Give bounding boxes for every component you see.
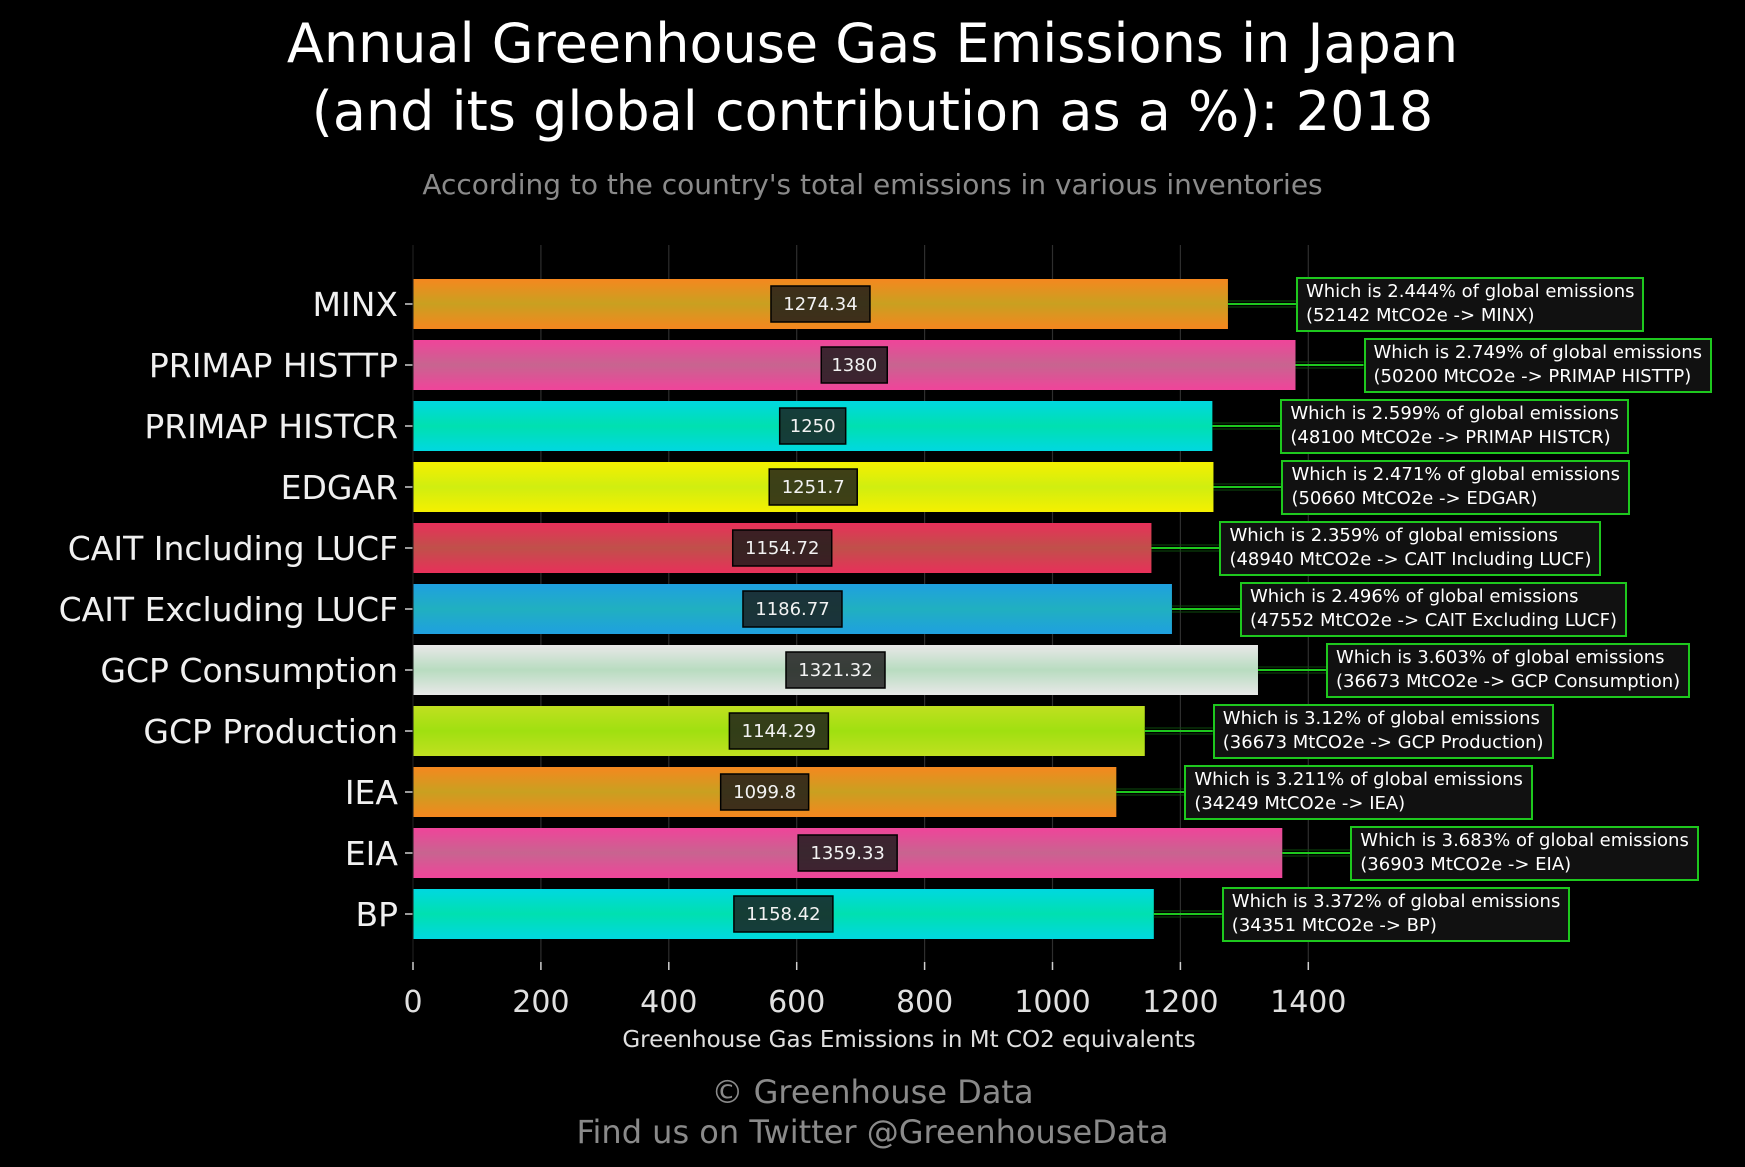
annotation-box: Which is 3.12% of global emissions (36673… xyxy=(1212,704,1554,759)
value-label-box xyxy=(733,895,834,933)
category-label: PRIMAP HISTCR xyxy=(144,407,398,446)
annotation-total: (50660 MtCO2e -> EDGAR) xyxy=(1291,488,1538,509)
annotation-box: Which is 2.496% of global emissions (4755… xyxy=(1239,582,1627,637)
x-axis-label: Greenhouse Gas Emissions in Mt CO2 equiv… xyxy=(622,1027,1195,1053)
category-label: CAIT Including LUCF xyxy=(68,529,398,568)
chart-subtitle: According to the country's total emissio… xyxy=(422,168,1323,201)
value-label-box xyxy=(778,407,847,445)
annotation-total: (36673 MtCO2e -> GCP Production) xyxy=(1222,732,1544,753)
annotation-total: (52142 MtCO2e -> MINX) xyxy=(1305,305,1535,326)
x-tick-label: 1200 xyxy=(1142,985,1218,1020)
value-label-box xyxy=(785,651,886,689)
annotation-percent: Which is 2.749% of global emissions xyxy=(1373,342,1703,363)
value-label-box xyxy=(797,834,898,872)
value-label: 1154.72 xyxy=(745,538,819,559)
value-label-box xyxy=(742,590,843,628)
annotation-percent: Which is 3.372% of global emissions xyxy=(1231,891,1561,912)
x-tick-label: 800 xyxy=(896,985,953,1020)
value-label: 1099.8 xyxy=(733,782,796,803)
annotation-percent: Which is 2.496% of global emissions xyxy=(1249,586,1579,607)
value-label-box xyxy=(768,468,858,506)
annotation-box: Which is 2.749% of global emissions (5020… xyxy=(1363,338,1713,393)
x-tick-label: 1400 xyxy=(1270,985,1346,1020)
x-tick-label: 400 xyxy=(640,985,697,1020)
title-line-1: Annual Greenhouse Gas Emissions in Japan xyxy=(286,12,1459,75)
x-tick-label: 600 xyxy=(768,985,825,1020)
x-tick-label: 0 xyxy=(403,985,422,1020)
annotation-percent: Which is 2.444% of global emissions xyxy=(1305,281,1635,302)
value-label-box xyxy=(820,346,889,384)
value-label: 1274.34 xyxy=(783,294,857,315)
annotation-box: Which is 3.603% of global emissions (3667… xyxy=(1325,643,1691,698)
annotation-box: Which is 3.372% of global emissions (3435… xyxy=(1221,887,1571,942)
x-tick-label: 200 xyxy=(512,985,569,1020)
value-label: 1251.7 xyxy=(782,477,845,498)
credit-line-1: © Greenhouse Data xyxy=(711,1073,1034,1111)
annotation-box: Which is 2.359% of global emissions (4894… xyxy=(1219,521,1602,576)
category-label: EDGAR xyxy=(281,468,398,507)
annotation-percent: Which is 2.471% of global emissions xyxy=(1291,464,1620,485)
category-label: IEA xyxy=(345,773,399,812)
annotation-total: (50200 MtCO2e -> PRIMAP HISTTP) xyxy=(1373,366,1692,387)
bars: 1274.34 1380 1250 1251.7 1154.72 1186.77 1321.… xyxy=(413,279,1364,939)
value-label-box xyxy=(731,529,833,567)
x-axis: 0 200 400 600 800 1000 1200 1400 xyxy=(403,962,1346,1020)
value-label: 1186.77 xyxy=(755,599,829,620)
value-label-box xyxy=(719,773,810,811)
value-label: 1250 xyxy=(790,416,836,437)
annotation-percent: Which is 3.211% of global emissions xyxy=(1194,769,1523,790)
x-tick-label: 1000 xyxy=(1014,985,1090,1020)
credit-line-2: Find us on Twitter @GreenhouseData xyxy=(576,1113,1169,1151)
value-label-box xyxy=(770,285,871,323)
annotation-box: Which is 3.211% of global emissions (3424… xyxy=(1184,765,1533,820)
annotation-total: (47552 MtCO2e -> CAIT Excluding LUCF) xyxy=(1249,610,1617,631)
value-label: 1321.32 xyxy=(798,660,872,681)
annotation-percent: Which is 3.683% of global emissions xyxy=(1360,830,1689,851)
value-label: 1158.42 xyxy=(746,904,820,925)
annotation-box: Which is 3.683% of global emissions (3690… xyxy=(1350,826,1699,881)
category-label: GCP Consumption xyxy=(100,651,398,690)
annotation-percent: Which is 3.12% of global emissions xyxy=(1222,708,1540,729)
category-label: CAIT Excluding LUCF xyxy=(59,590,398,629)
annotation-total: (48940 MtCO2e -> CAIT Including LUCF) xyxy=(1229,549,1592,570)
annotation-percent: Which is 3.603% of global emissions xyxy=(1335,647,1665,668)
value-label-box xyxy=(728,712,830,750)
annotation-total: (36903 MtCO2e -> EIA) xyxy=(1360,854,1572,875)
annotation-box: Which is 2.599% of global emissions (4810… xyxy=(1280,399,1629,454)
value-label: 1144.29 xyxy=(742,721,816,742)
value-label: 1359.33 xyxy=(810,843,884,864)
category-label: PRIMAP HISTTP xyxy=(149,346,398,385)
category-label: MINX xyxy=(313,285,399,324)
annotation-total: (34249 MtCO2e -> IEA) xyxy=(1194,793,1406,814)
value-label: 1380 xyxy=(831,355,877,376)
annotation-total: (48100 MtCO2e -> PRIMAP HISTCR) xyxy=(1290,427,1611,448)
annotation-total: (36673 MtCO2e -> GCP Consumption) xyxy=(1335,671,1681,692)
annotation-total: (34351 MtCO2e -> BP) xyxy=(1231,915,1437,936)
category-label: GCP Production xyxy=(143,712,398,751)
annotation-box: Which is 2.471% of global emissions (5066… xyxy=(1281,460,1630,515)
category-label: EIA xyxy=(345,834,399,873)
chart-title: Annual Greenhouse Gas Emissions in Japan… xyxy=(0,10,1745,146)
annotation-percent: Which is 2.599% of global emissions xyxy=(1290,403,1619,424)
title-line-2: (and its global contribution as a %): 20… xyxy=(311,80,1434,143)
category-label: BP xyxy=(355,895,398,934)
annotation-percent: Which is 2.359% of global emissions xyxy=(1229,525,1558,546)
annotation-box: Which is 2.444% of global emissions (5214… xyxy=(1295,277,1645,332)
y-axis: MINX PRIMAP HISTTP PRIMAP HISTCR EDGAR CAIT … xyxy=(59,245,414,962)
